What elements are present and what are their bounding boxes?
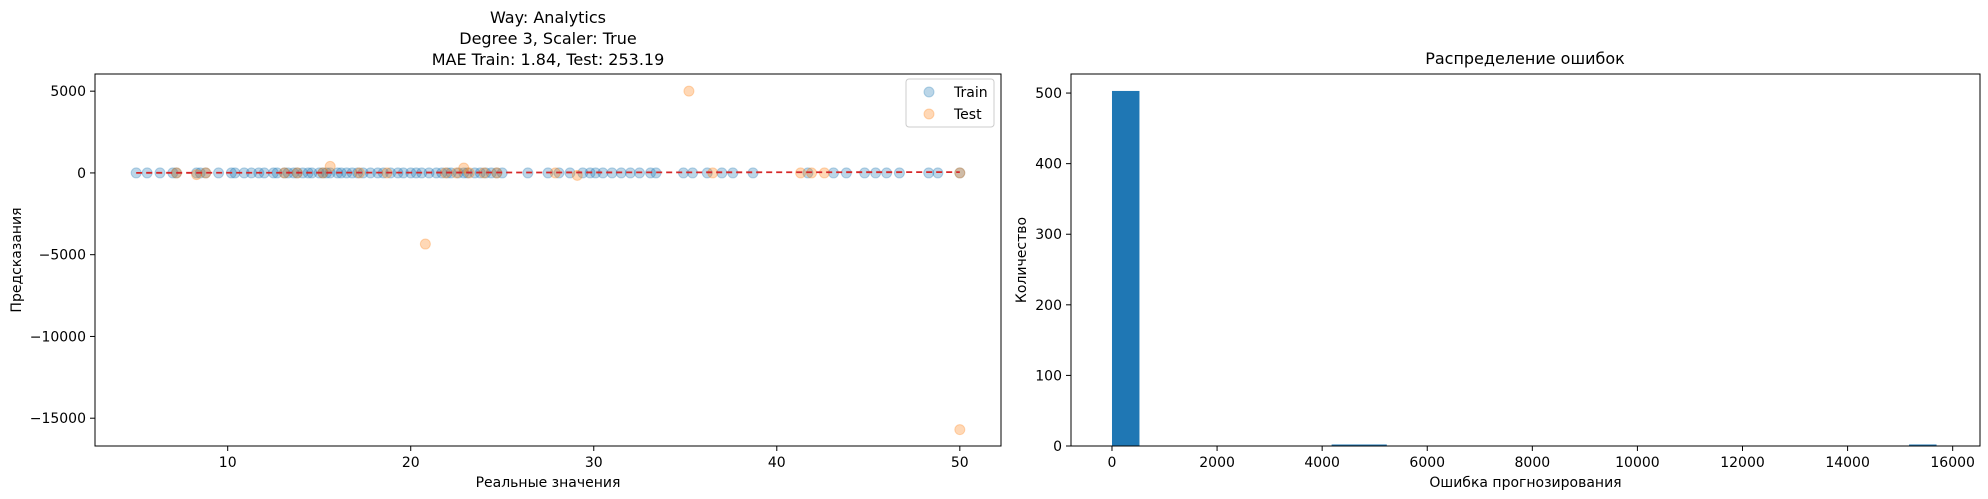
histogram-plot-area	[1070, 73, 1981, 447]
scatter-y-tick-label: −5000	[39, 248, 86, 264]
histogram-y-tick-label: 300	[1035, 227, 1062, 243]
histogram-x-tick-label: 14000	[1825, 455, 1870, 471]
legend-train-label: Train	[953, 85, 988, 101]
histogram-y-axis-label: Количество	[1014, 217, 1030, 303]
histogram-x-tick-label: 16000	[1930, 455, 1975, 471]
histogram-x-axis-ticks: 0 2000 4000 6000 8000 10000 12000 14000 16000	[1108, 446, 1975, 471]
scatter-x-axis-label: Реальные значения	[476, 475, 621, 491]
reference-line	[136, 171, 960, 174]
histogram-y-axis-ticks: 0 100 200 300 400 500	[1035, 86, 1071, 455]
scatter-title-line-2: Degree 3, Scaler: True	[459, 29, 636, 48]
histogram-bar	[1909, 444, 1937, 446]
histogram-bar	[1331, 444, 1387, 446]
histogram-y-tick-label: 200	[1035, 298, 1062, 314]
scatter-x-tick-label: 20	[402, 455, 420, 471]
histogram-x-tick-label: 6000	[1409, 455, 1445, 471]
scatter-x-axis-ticks: 10 20 30 40 50	[219, 446, 969, 471]
histogram-x-tick-label: 0	[1108, 455, 1117, 471]
scatter-x-tick-label: 40	[768, 455, 786, 471]
histogram-y-tick-label: 100	[1035, 368, 1062, 384]
test-point	[324, 160, 336, 172]
test-point	[458, 162, 470, 174]
histogram-bars	[1111, 90, 1937, 447]
histogram-x-tick-label: 4000	[1304, 455, 1340, 471]
scatter-x-tick-label: 50	[951, 455, 969, 471]
scatter-y-axis-label: Предсказания	[9, 207, 25, 312]
histogram-x-axis-label: Ошибка прогнозирования	[1429, 475, 1621, 491]
scatter-y-tick-label: −10000	[30, 329, 86, 345]
test-point	[954, 424, 966, 436]
scatter-title-line-1: Way: Analytics	[490, 8, 606, 27]
legend-test-marker	[923, 108, 935, 120]
histogram-y-tick-label: 400	[1035, 157, 1062, 173]
legend-test-label: Test	[953, 107, 982, 123]
histogram-bar	[1111, 90, 1140, 447]
histogram-y-tick-label: 0	[1053, 439, 1062, 455]
histogram-x-tick-label: 12000	[1720, 455, 1765, 471]
histogram-x-tick-label: 2000	[1199, 455, 1235, 471]
histogram-panel: Распределение ошибок 0 100 200 300 400 500 0 2…	[1014, 49, 1981, 491]
test-point	[683, 85, 695, 97]
histogram-x-tick-label: 10000	[1615, 455, 1660, 471]
scatter-x-tick-label: 10	[219, 455, 237, 471]
scatter-panel: Way: Analytics Degree 3, Scaler: True MA…	[9, 8, 1002, 491]
scatter-y-tick-label: −15000	[30, 411, 86, 427]
scatter-y-tick-label: 0	[77, 166, 86, 182]
scatter-y-axis-ticks: 5000 0 −5000 −10000 −15000	[30, 84, 95, 427]
legend-train-marker	[923, 86, 935, 98]
scatter-y-tick-label: 5000	[50, 84, 86, 100]
scatter-x-tick-label: 30	[585, 455, 603, 471]
histogram-y-tick-label: 500	[1035, 86, 1062, 102]
scatter-title-line-3: MAE Train: 1.84, Test: 253.19	[432, 50, 665, 69]
histogram-x-tick-label: 8000	[1515, 455, 1551, 471]
scatter-legend: Train Test	[905, 78, 995, 128]
scatter-plot-area	[94, 73, 1002, 447]
test-point	[191, 169, 203, 181]
test-points	[170, 85, 966, 436]
histogram-title: Распределение ошибок	[1425, 49, 1625, 68]
test-point	[419, 238, 431, 250]
